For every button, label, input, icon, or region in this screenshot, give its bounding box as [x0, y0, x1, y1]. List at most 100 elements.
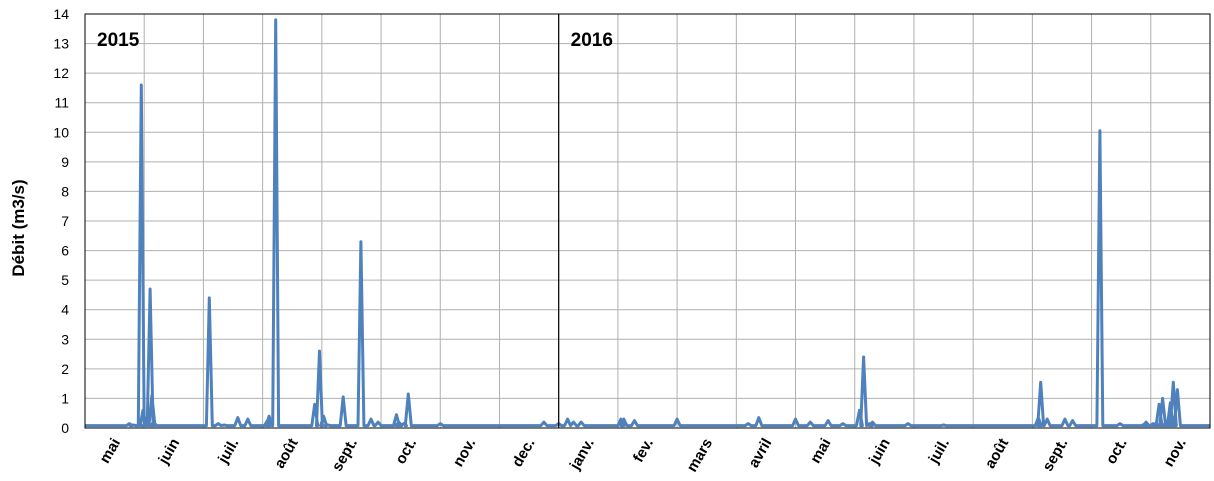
y-tick-label: 1	[61, 390, 69, 406]
data-point	[217, 422, 220, 425]
data-point	[942, 423, 945, 427]
x-tick-label: janv.	[566, 436, 598, 474]
data-point	[794, 417, 797, 421]
data-point	[148, 287, 152, 291]
data-point	[402, 422, 405, 425]
data-point	[868, 422, 871, 425]
x-tick-label: sept.	[1039, 436, 1071, 475]
y-tick-label: 13	[53, 36, 69, 52]
x-tick-label: oct.	[1103, 436, 1131, 468]
x-tick-label: juil.	[214, 436, 242, 468]
data-point	[1071, 419, 1074, 422]
data-point	[342, 395, 345, 399]
data-point	[580, 420, 583, 424]
data-point	[128, 422, 131, 425]
data-point	[1176, 388, 1179, 391]
series-line	[85, 18, 1210, 428]
data-point	[407, 392, 410, 396]
data-point	[313, 403, 316, 406]
data-point	[376, 420, 380, 424]
data-point	[633, 419, 636, 422]
data-point	[1046, 417, 1049, 421]
y-tick-label: 7	[61, 213, 69, 229]
x-tick-label: oct.	[392, 436, 420, 468]
x-tick-label: nov.	[450, 436, 480, 470]
data-point	[274, 18, 277, 22]
data-point	[675, 417, 679, 421]
y-axis-label: Débit (m3/s)	[9, 179, 28, 276]
year-label: 2016	[571, 30, 613, 51]
x-tick-label: juil.	[925, 436, 953, 468]
data-point	[326, 423, 329, 427]
data-point	[1152, 422, 1155, 425]
y-tick-label: 12	[53, 65, 69, 81]
y-tick-label: 14	[53, 6, 69, 22]
data-point	[809, 420, 812, 424]
x-tick-label: juin	[155, 436, 184, 468]
data-point	[1154, 422, 1157, 425]
data-point	[1169, 401, 1172, 405]
data-point	[222, 423, 226, 427]
data-point	[439, 422, 442, 425]
data-point	[152, 420, 155, 424]
data-point	[757, 416, 760, 419]
year-labels: 2015 2016	[97, 30, 613, 51]
data-point	[1118, 422, 1122, 425]
data-point	[141, 409, 145, 412]
data-point	[1161, 397, 1164, 400]
data-point	[622, 417, 625, 421]
y-tick-label: 11	[54, 95, 69, 111]
x-tick-label: fev.	[630, 436, 657, 466]
data-point	[395, 413, 398, 416]
data-point	[566, 417, 569, 421]
data-point	[140, 83, 143, 87]
y-tick-label: 0	[61, 420, 69, 436]
y-tick-label: 5	[61, 272, 69, 288]
data-point	[318, 349, 321, 353]
x-tick-label: sept.	[329, 436, 361, 475]
y-tick-label: 2	[61, 361, 69, 377]
data-point	[906, 422, 910, 425]
y-tick-label: 10	[53, 124, 69, 140]
x-tick-labels: mai juin juil. août sept. oct. nov. dec. janv. fe…	[96, 436, 1189, 476]
data-point	[747, 422, 750, 425]
data-point	[542, 420, 546, 424]
x-tick-label: juin	[865, 436, 894, 468]
data-point	[266, 419, 269, 422]
data-point	[208, 296, 211, 300]
data-point	[572, 420, 575, 424]
data-point	[150, 394, 154, 397]
x-tick-label: avril	[745, 436, 775, 471]
data-point	[1164, 422, 1167, 425]
y-tick-label: 4	[61, 302, 69, 318]
data-point	[1167, 422, 1170, 425]
y-tick-label: 8	[61, 183, 69, 199]
data-point	[322, 415, 325, 418]
frame-layer	[84, 13, 1211, 429]
x-tick-label: août	[271, 436, 302, 472]
series-layer	[85, 18, 1210, 428]
data-point	[1063, 417, 1067, 421]
data-point	[871, 420, 874, 424]
data-point	[131, 423, 135, 427]
year-label: 2015	[97, 30, 140, 51]
x-tick-label: août	[982, 436, 1013, 472]
data-point	[1039, 381, 1042, 384]
y-tick-label: 6	[61, 243, 69, 259]
data-point	[1098, 129, 1102, 132]
x-tick-label: dec.	[509, 436, 539, 470]
data-point	[359, 240, 363, 243]
data-point	[862, 355, 865, 359]
x-tick-label: nov.	[1160, 436, 1190, 470]
data-point	[267, 415, 271, 418]
y-tick-label: 9	[61, 154, 69, 170]
data-point	[826, 419, 830, 422]
data-point	[1172, 381, 1175, 384]
data-point	[397, 420, 400, 424]
data-point	[1157, 403, 1161, 406]
plot-frame	[84, 13, 1211, 429]
grid-layer	[84, 13, 1211, 429]
x-tick-label: mars	[684, 436, 717, 476]
